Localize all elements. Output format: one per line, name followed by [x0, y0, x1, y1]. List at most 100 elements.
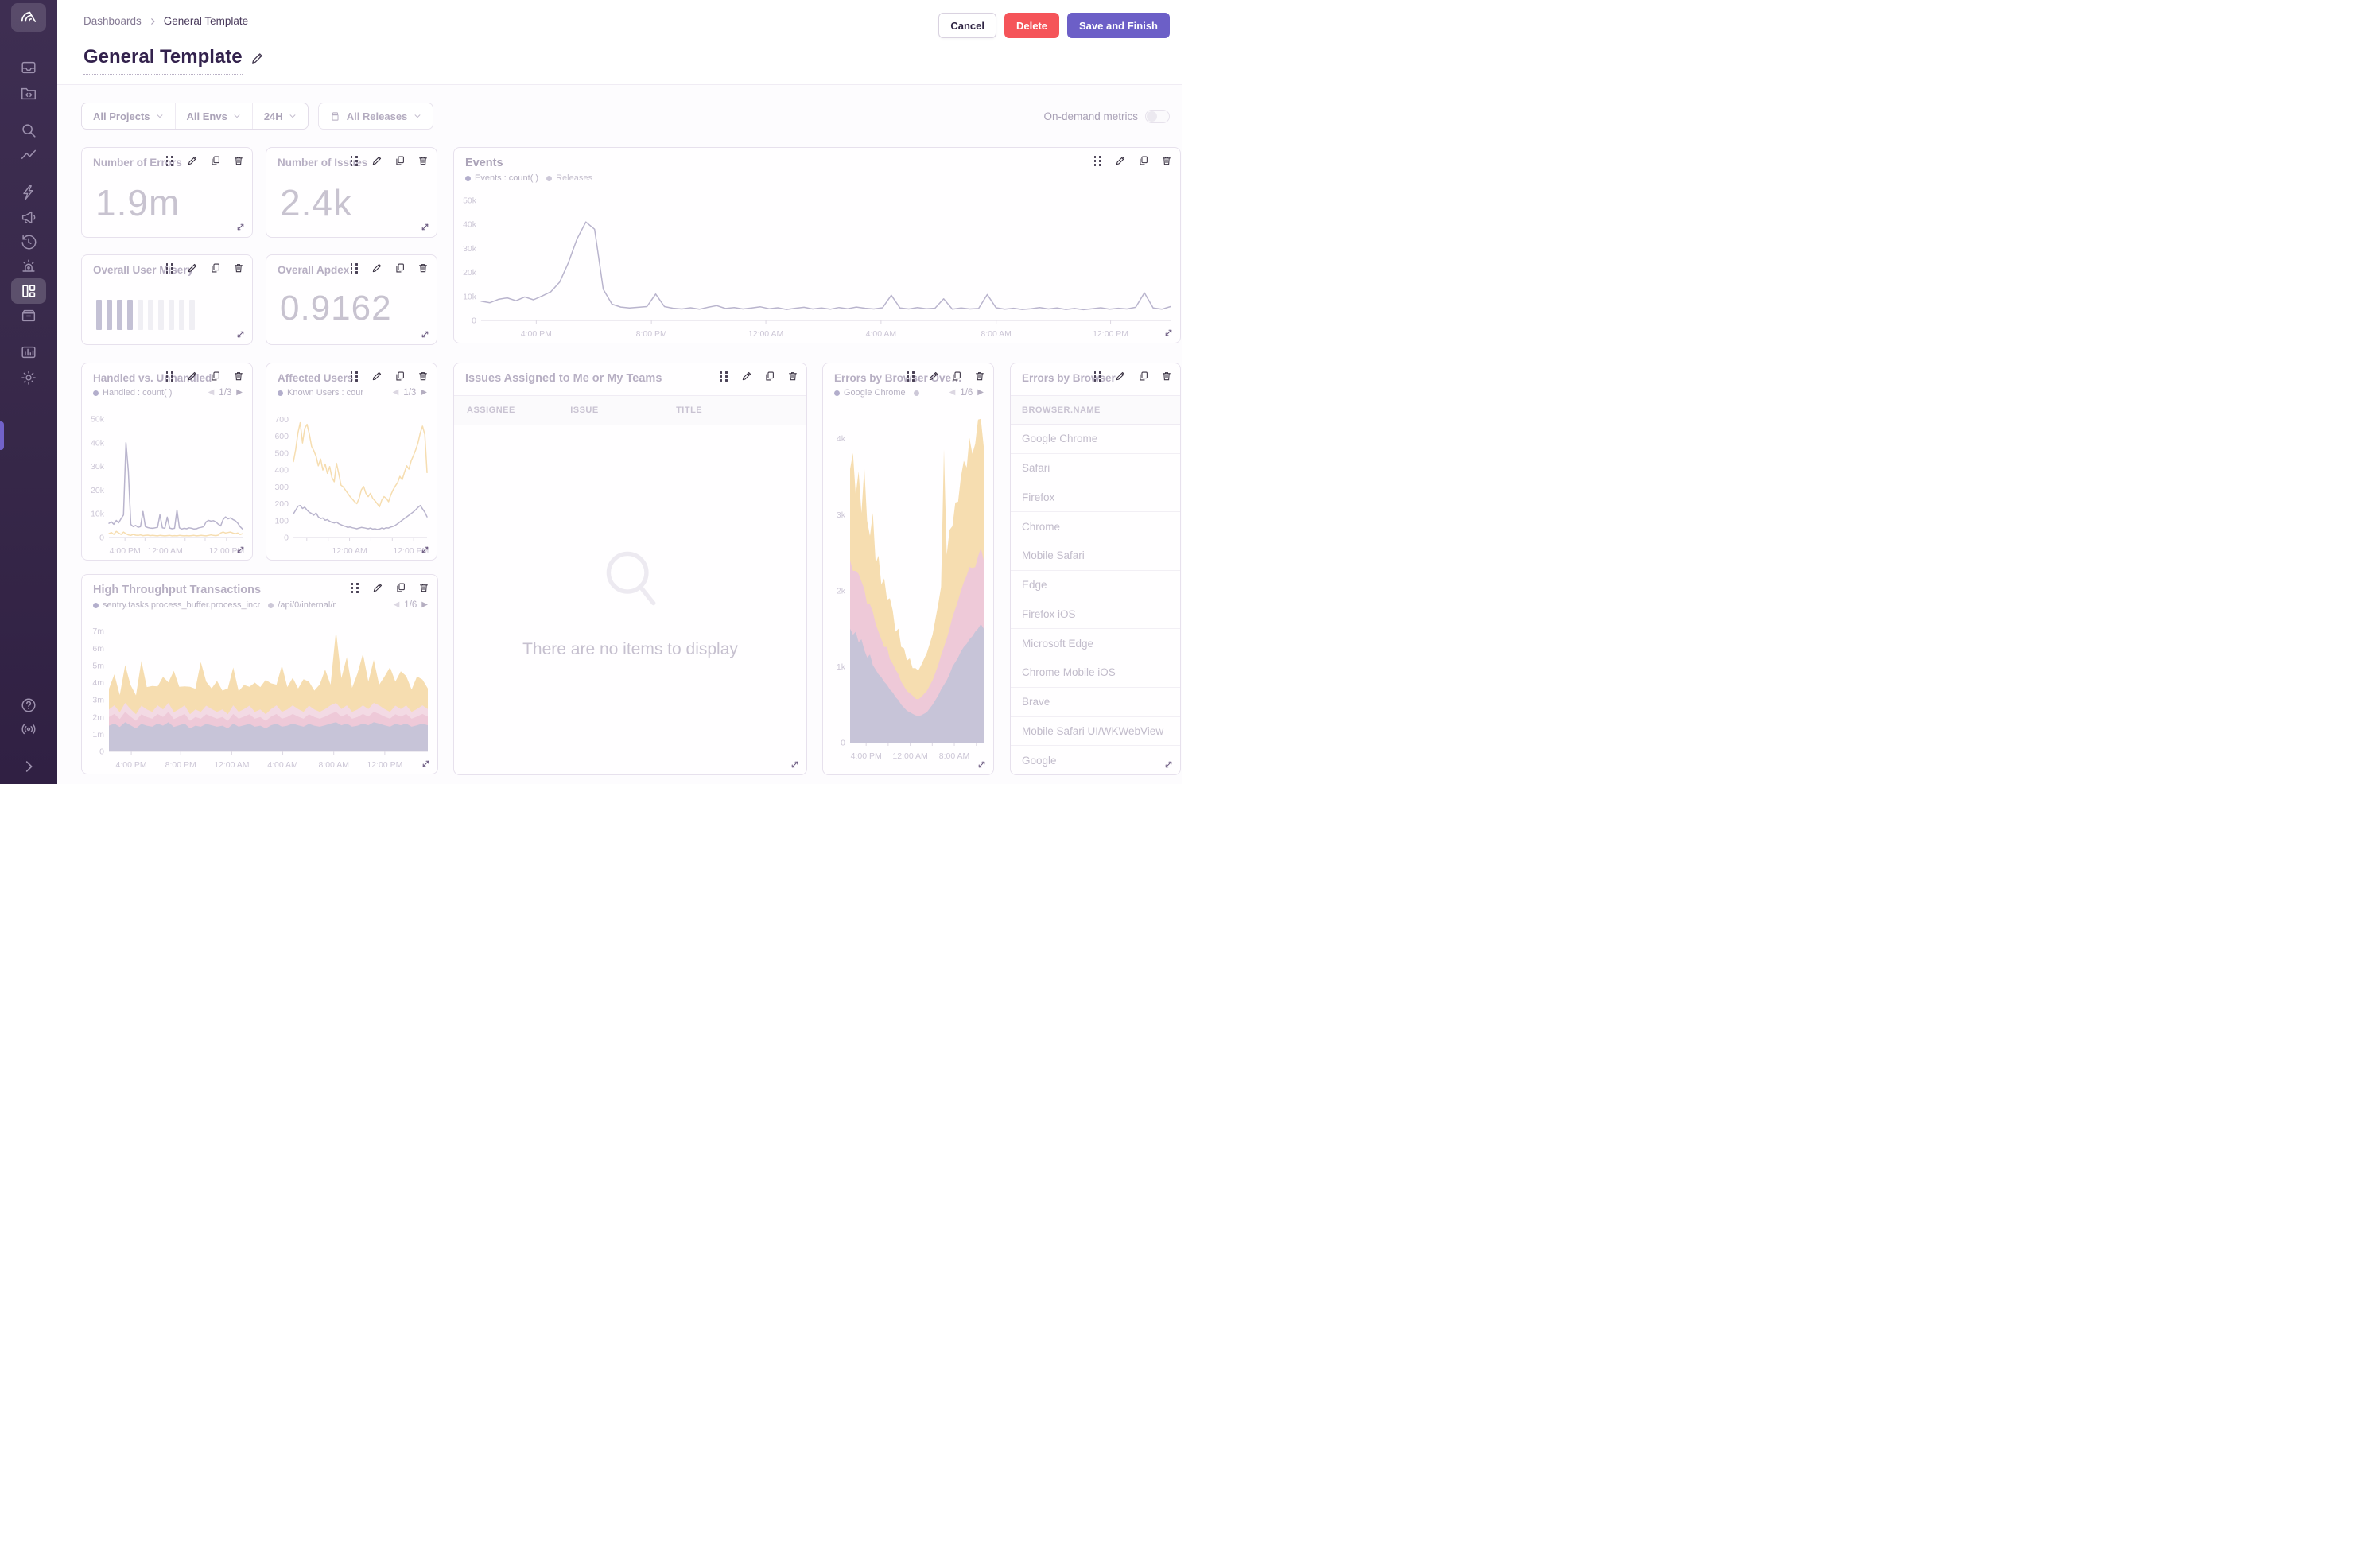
drag-handle[interactable]: [349, 262, 360, 275]
drag-handle[interactable]: [1093, 370, 1104, 383]
sidebar-item-discover[interactable]: [11, 118, 46, 143]
duplicate-widget-icon[interactable]: [210, 262, 221, 274]
drag-handle[interactable]: [906, 370, 917, 383]
dashboard-title-input[interactable]: General Template: [83, 46, 243, 75]
sidebar-item-alerts[interactable]: [11, 254, 46, 279]
delete-widget-icon[interactable]: [418, 582, 429, 593]
svg-text:0: 0: [99, 534, 104, 543]
delete-widget-icon[interactable]: [974, 371, 985, 382]
resize-handle[interactable]: [977, 759, 987, 770]
legend-next-icon[interactable]: ▶: [421, 388, 427, 397]
sidebar-item-performance[interactable]: [11, 142, 46, 168]
delete-widget-icon[interactable]: [787, 371, 798, 382]
sidebar-item-help[interactable]: [11, 693, 46, 718]
duplicate-widget-icon[interactable]: [394, 155, 406, 166]
edit-widget-icon[interactable]: [371, 262, 383, 274]
duplicate-widget-icon[interactable]: [395, 582, 406, 593]
legend-next-icon[interactable]: ▶: [236, 388, 243, 397]
onboarding-pill[interactable]: [0, 421, 4, 450]
resize-handle[interactable]: [420, 545, 430, 555]
project-filter[interactable]: All Projects: [82, 103, 175, 129]
duplicate-widget-icon[interactable]: [1138, 155, 1149, 166]
delete-widget-icon[interactable]: [233, 155, 244, 166]
edit-widget-icon[interactable]: [187, 371, 198, 382]
delete-widget-icon[interactable]: [417, 155, 429, 166]
legend-prev-icon[interactable]: ◀: [949, 388, 956, 397]
delete-widget-icon[interactable]: [233, 262, 244, 274]
resize-handle[interactable]: [420, 222, 430, 232]
column-header-browser-name: BROWSER.NAME: [1011, 395, 1180, 425]
delete-widget-icon[interactable]: [1161, 155, 1172, 166]
breadcrumb-dashboards-link[interactable]: Dashboards: [83, 15, 142, 27]
edit-widget-icon[interactable]: [187, 262, 198, 274]
sidebar-item-releases[interactable]: [11, 180, 46, 205]
delete-button[interactable]: Delete: [1004, 13, 1060, 38]
edit-widget-icon[interactable]: [187, 155, 198, 166]
svg-text:50k: 50k: [463, 196, 477, 206]
drag-handle[interactable]: [349, 154, 360, 168]
sidebar-collapse-toggle[interactable]: [11, 754, 46, 779]
environment-filter[interactable]: All Envs: [174, 103, 252, 129]
save-and-finish-button[interactable]: Save and Finish: [1067, 13, 1170, 38]
edit-widget-icon[interactable]: [371, 155, 383, 166]
user-misery-bars: [96, 300, 195, 330]
sidebar-item-whats-new[interactable]: [11, 204, 46, 230]
delete-widget-icon[interactable]: [1161, 371, 1172, 382]
resize-handle[interactable]: [235, 545, 246, 555]
delete-widget-icon[interactable]: [233, 371, 244, 382]
edit-widget-icon[interactable]: [1115, 371, 1126, 382]
legend: Google Chrome ◀ 1/6 ▶: [823, 384, 993, 398]
resize-handle[interactable]: [235, 222, 246, 232]
sidebar-item-settings[interactable]: [11, 365, 46, 390]
ondemand-metrics-toggle[interactable]: [1145, 109, 1170, 123]
duplicate-widget-icon[interactable]: [764, 371, 775, 382]
sidebar-item-stats[interactable]: [11, 340, 46, 365]
legend-next-icon[interactable]: ▶: [421, 600, 428, 609]
resize-handle[interactable]: [235, 329, 246, 340]
duplicate-widget-icon[interactable]: [210, 371, 221, 382]
drag-handle[interactable]: [165, 262, 176, 275]
resize-handle[interactable]: [790, 759, 800, 770]
duplicate-widget-icon[interactable]: [951, 371, 962, 382]
edit-widget-icon[interactable]: [371, 371, 383, 382]
time-range-filter[interactable]: 24H: [251, 103, 308, 129]
legend-prev-icon[interactable]: ◀: [208, 388, 215, 397]
sentry-logo-icon[interactable]: [11, 3, 46, 32]
drag-handle[interactable]: [165, 154, 176, 168]
legend-next-icon[interactable]: ▶: [977, 388, 984, 397]
sidebar-item-issues[interactable]: [11, 55, 46, 80]
resize-handle[interactable]: [421, 759, 431, 769]
releases-filter[interactable]: All Releases: [317, 103, 434, 130]
edit-widget-icon[interactable]: [741, 371, 752, 382]
legend-prev-icon[interactable]: ◀: [393, 600, 400, 609]
resize-handle[interactable]: [1163, 328, 1174, 338]
delete-widget-icon[interactable]: [417, 371, 429, 382]
sidebar-item-broadcast[interactable]: [11, 716, 46, 742]
duplicate-widget-icon[interactable]: [394, 371, 406, 382]
edit-widget-icon[interactable]: [928, 371, 939, 382]
resize-handle[interactable]: [420, 329, 430, 340]
drag-handle[interactable]: [165, 370, 176, 383]
cancel-button[interactable]: Cancel: [938, 13, 996, 38]
duplicate-widget-icon[interactable]: [1138, 371, 1149, 382]
drag-handle[interactable]: [719, 370, 730, 383]
delete-widget-icon[interactable]: [417, 262, 429, 274]
widget-events: Events Events : count( ) Releases 0 10k 20…: [453, 147, 1181, 343]
sidebar-item-dashboards[interactable]: [11, 278, 46, 304]
widget-title: Events: [465, 157, 503, 169]
breadcrumb-current: General Template: [163, 15, 249, 27]
drag-handle[interactable]: [1093, 154, 1104, 168]
sidebar-item-archive[interactable]: [11, 303, 46, 328]
resize-handle[interactable]: [1163, 759, 1174, 770]
duplicate-widget-icon[interactable]: [210, 155, 221, 166]
edit-title-pencil-icon[interactable]: [250, 52, 264, 65]
breadcrumb: Dashboards General Template: [83, 15, 248, 27]
duplicate-widget-icon[interactable]: [394, 262, 406, 274]
legend-prev-icon[interactable]: ◀: [392, 388, 399, 397]
sidebar-item-replays[interactable]: [11, 229, 46, 254]
drag-handle[interactable]: [350, 581, 361, 595]
drag-handle[interactable]: [349, 370, 360, 383]
sidebar-item-projects[interactable]: [11, 81, 46, 107]
edit-widget-icon[interactable]: [1115, 155, 1126, 166]
edit-widget-icon[interactable]: [372, 582, 383, 593]
